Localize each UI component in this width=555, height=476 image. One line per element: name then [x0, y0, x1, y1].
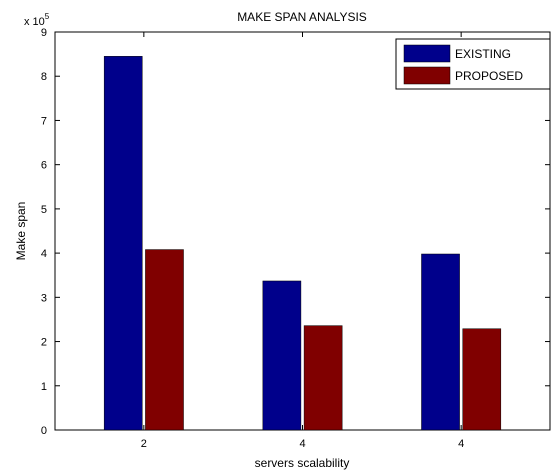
bar-existing-0	[103, 56, 143, 431]
x-tick-label-1: 4	[299, 438, 305, 450]
legend: EXISTING PROPOSED	[395, 38, 551, 90]
x-axis-label: servers scalability	[255, 456, 350, 470]
y-tick-label-7: 7	[41, 115, 47, 127]
y-exponent-power: 5	[45, 12, 50, 21]
x-tick-label-0: 2	[141, 438, 147, 450]
bar-existing-2	[421, 253, 460, 431]
bar-proposed-1	[303, 325, 343, 431]
y-axis-label: Make span	[14, 202, 28, 261]
bar-proposed-0	[145, 249, 184, 431]
y-tick-label-4: 4	[41, 248, 47, 260]
y-tick-label-0: 0	[41, 425, 47, 437]
plot-area: 0 1 2 3 4 5 6 7 8 9 2 4 4	[41, 27, 551, 450]
y-tick-label-2: 2	[41, 337, 47, 349]
y-tick-label-6: 6	[41, 160, 47, 172]
legend-label-proposed: PROPOSED	[455, 69, 523, 83]
legend-label-existing: EXISTING	[455, 47, 511, 61]
legend-swatch-proposed	[403, 66, 451, 85]
y-exponent-label: x 105	[24, 12, 50, 28]
y-tick-label-1: 1	[41, 381, 47, 393]
bar-proposed-2	[462, 328, 502, 431]
chart-title: MAKE SPAN ANALYSIS	[237, 10, 367, 24]
y-tick-label-3: 3	[41, 292, 47, 304]
y-tick-label-9: 9	[41, 27, 47, 39]
bar-existing-1	[262, 280, 302, 431]
x-tick-label-2: 4	[458, 438, 464, 450]
y-tick-label-5: 5	[41, 204, 47, 216]
legend-swatch-existing	[403, 44, 451, 63]
y-tick-label-8: 8	[41, 71, 47, 83]
